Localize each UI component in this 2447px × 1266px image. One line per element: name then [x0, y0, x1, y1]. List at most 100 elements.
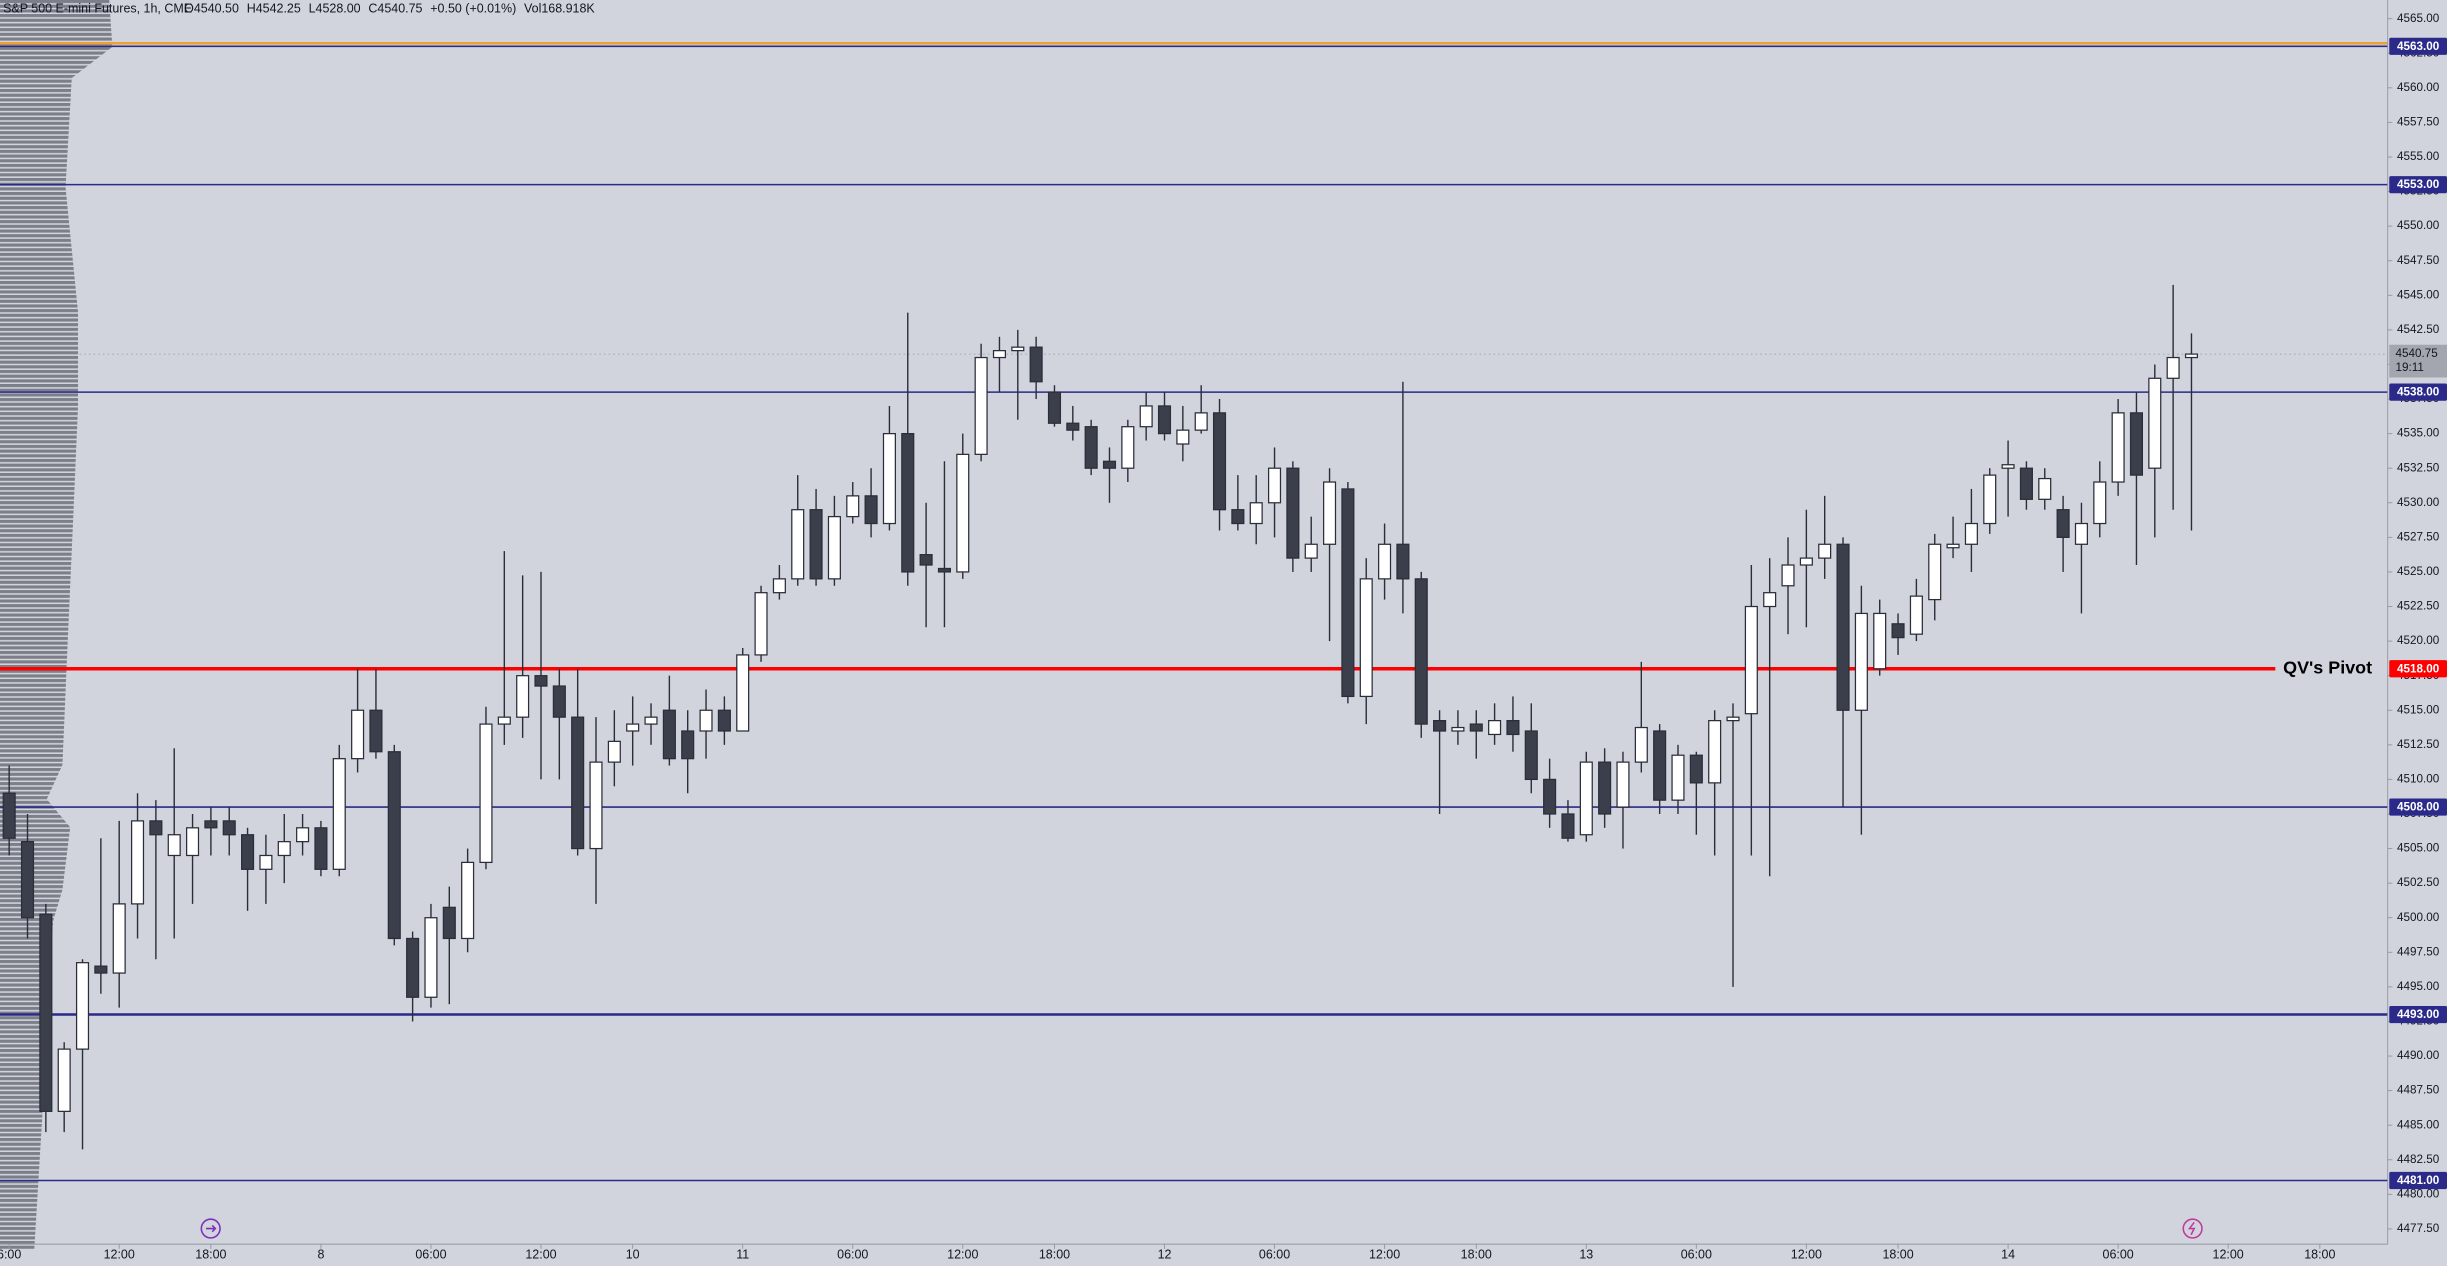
candle-body	[1873, 612, 1887, 670]
candle-body	[2056, 509, 2070, 538]
candle-body	[1891, 623, 1905, 639]
candle-body	[1011, 346, 1025, 352]
candle-body	[57, 1048, 71, 1112]
y-tick-label: 4527.50	[2397, 530, 2440, 543]
level-badge-label: 4538.00	[2397, 386, 2440, 399]
candle-body	[94, 965, 108, 974]
y-tick-label: 4542.50	[2397, 323, 2440, 336]
candle-body	[1506, 719, 1520, 736]
candle-body	[1433, 719, 1447, 732]
candle-body	[626, 723, 640, 732]
candle-body	[552, 685, 566, 718]
candle-body	[974, 356, 988, 455]
y-tick-label: 4480.00	[2397, 1187, 2440, 1200]
candle-body	[149, 820, 163, 836]
candle-body	[112, 903, 126, 974]
candle-body	[1249, 502, 1263, 525]
candle-body	[332, 758, 346, 870]
session-icon-arrow	[205, 1224, 217, 1233]
candle-body	[1689, 754, 1703, 784]
x-tick-label: 06:00	[837, 1247, 868, 1261]
candle-body	[2184, 353, 2199, 359]
level-badge	[2389, 660, 2447, 678]
candle-body	[1781, 564, 1795, 587]
x-tick-label: 06:00	[415, 1247, 446, 1261]
x-tick-label: 10	[626, 1247, 640, 1261]
candle-body	[1176, 429, 1190, 445]
candle-body	[1378, 543, 1392, 580]
candle-body	[717, 709, 731, 732]
x-tick-label: 14	[2001, 1247, 2015, 1261]
candle-body	[1928, 543, 1942, 601]
candle-body	[167, 834, 181, 857]
candle-body	[1341, 488, 1355, 698]
header: S&P 500 E-mini Futures, 1h, CME	[3, 2, 192, 16]
legend-item: H4542.25	[247, 2, 301, 16]
y-tick-label: 4525.00	[2397, 565, 2440, 578]
y-tick-label: 4547.50	[2397, 254, 2440, 267]
y-tick-label: 4515.00	[2397, 703, 2440, 716]
candle-body	[1304, 543, 1318, 559]
y-tick-label: 4512.50	[2397, 738, 2440, 751]
candle-body	[1653, 730, 1667, 801]
candle-body	[1854, 612, 1868, 711]
y-tick-label: 4520.00	[2397, 634, 2440, 647]
y-tick-label: 4495.00	[2397, 980, 2440, 993]
session-icon[interactable]	[200, 1218, 221, 1239]
level-badge-label: 4518.00	[2397, 662, 2440, 675]
candle-body	[882, 432, 896, 525]
candle-body	[2148, 377, 2162, 469]
candle-body	[1212, 412, 1227, 511]
y-tick-label: 4545.00	[2397, 288, 2440, 301]
candle-body	[1598, 761, 1612, 815]
level-badge	[2389, 798, 2447, 816]
x-tick-label: 18:00	[1461, 1247, 1492, 1261]
candle-body	[846, 495, 860, 518]
candle-body	[2129, 412, 2144, 476]
y-tick-label: 4530.00	[2397, 496, 2440, 509]
candle-body	[39, 913, 53, 1112]
x-tick-label: 18:00	[1039, 1247, 1070, 1261]
legend-item: C4540.75	[368, 2, 422, 16]
candle-body	[1708, 719, 1722, 784]
x-tick-label: 12:00	[1791, 1247, 1822, 1261]
candle-body	[75, 962, 90, 1050]
x-tick-label: 6:00	[0, 1247, 21, 1261]
candle-body	[1634, 726, 1648, 763]
candle-body	[516, 675, 530, 718]
candle-body	[1818, 543, 1832, 559]
level-badge	[2389, 383, 2447, 401]
candle-body	[2019, 467, 2033, 500]
level-badge	[2389, 1005, 2447, 1024]
candle-body	[351, 709, 365, 760]
alert-icon[interactable]	[2182, 1218, 2203, 1239]
x-tick-label: 12:00	[104, 1247, 135, 1261]
candle-body	[442, 906, 456, 940]
price-axis	[2387, 0, 2447, 1245]
candle-body	[277, 841, 291, 857]
candle-body	[1763, 592, 1777, 608]
y-tick-label: 4557.50	[2397, 116, 2440, 129]
candle-body	[497, 716, 511, 725]
x-tick-label: 11	[736, 1247, 749, 1261]
legend-item: O4540.50	[184, 2, 239, 16]
chart-title: S&P 500 E-mini Futures, 1h, CME	[3, 2, 192, 16]
candle-body	[1488, 719, 1502, 736]
candle-body	[1121, 426, 1135, 469]
candle-body	[864, 495, 878, 525]
y-tick-label: 4560.00	[2397, 81, 2440, 94]
candle-body	[827, 515, 841, 580]
y-tick-label: 4505.00	[2397, 842, 2440, 855]
candle-body	[1671, 754, 1685, 801]
current-price-badge	[2389, 344, 2447, 378]
x-tick-label: 12	[1158, 1247, 1172, 1261]
y-tick-label: 4500.00	[2397, 911, 2440, 924]
legend-item: L4528.00	[309, 2, 361, 16]
candle-body	[2166, 356, 2180, 379]
candle-body	[1267, 467, 1282, 504]
candle-body	[956, 453, 970, 573]
x-tick-label: 8	[317, 1247, 324, 1261]
y-tick-label: 4555.00	[2397, 150, 2440, 163]
candle-body	[1139, 405, 1153, 428]
